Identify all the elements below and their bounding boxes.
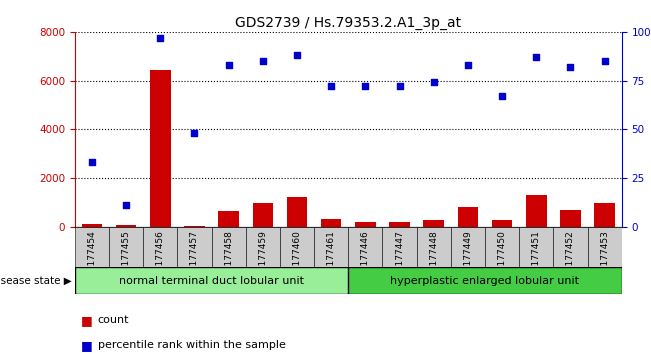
Point	[87, 160, 97, 165]
Text: GSM177461: GSM177461	[327, 230, 336, 285]
Text: hyperplastic enlarged lobular unit: hyperplastic enlarged lobular unit	[391, 275, 579, 286]
Text: GSM177450: GSM177450	[497, 230, 506, 285]
Text: GSM177446: GSM177446	[361, 230, 370, 285]
Point	[360, 84, 370, 89]
Text: ■: ■	[81, 339, 97, 352]
Point	[395, 84, 405, 89]
Point	[531, 55, 542, 60]
Text: GSM177460: GSM177460	[292, 230, 301, 285]
Bar	[485, 227, 519, 267]
Text: percentile rank within the sample: percentile rank within the sample	[98, 340, 286, 350]
Bar	[526, 195, 546, 227]
Text: GSM177455: GSM177455	[122, 230, 131, 285]
Text: GSM177457: GSM177457	[190, 230, 199, 285]
Text: GSM177448: GSM177448	[429, 230, 438, 285]
Bar	[458, 207, 478, 227]
Bar	[246, 227, 280, 267]
Bar	[423, 221, 444, 227]
Text: GSM177456: GSM177456	[156, 230, 165, 285]
Point	[428, 80, 439, 85]
Point	[121, 202, 132, 208]
Text: GSM177454: GSM177454	[87, 230, 96, 285]
Bar	[348, 227, 382, 267]
Bar	[75, 267, 348, 294]
Point	[497, 93, 507, 99]
Text: GSM177458: GSM177458	[224, 230, 233, 285]
Point	[155, 35, 165, 41]
Text: GSM177453: GSM177453	[600, 230, 609, 285]
Text: GSM177459: GSM177459	[258, 230, 268, 285]
Bar	[314, 227, 348, 267]
Text: ■: ■	[81, 314, 97, 327]
Bar	[143, 227, 177, 267]
Text: GSM177449: GSM177449	[464, 230, 473, 285]
Bar	[184, 226, 204, 227]
Text: count: count	[98, 315, 129, 325]
Point	[223, 62, 234, 68]
Point	[292, 52, 302, 58]
Bar	[286, 198, 307, 227]
Bar	[389, 222, 409, 227]
Point	[600, 58, 610, 64]
Bar	[553, 227, 587, 267]
Point	[463, 62, 473, 68]
Text: GSM177452: GSM177452	[566, 230, 575, 285]
Text: GDS2739 / Hs.79353.2.A1_3p_at: GDS2739 / Hs.79353.2.A1_3p_at	[235, 16, 462, 30]
Bar	[594, 204, 615, 227]
Point	[326, 84, 337, 89]
Bar	[177, 227, 212, 267]
Bar	[75, 227, 109, 267]
Text: GSM177451: GSM177451	[532, 230, 541, 285]
Text: normal terminal duct lobular unit: normal terminal duct lobular unit	[119, 275, 304, 286]
Bar	[450, 227, 485, 267]
Bar	[355, 222, 376, 227]
Bar	[519, 227, 553, 267]
Bar	[219, 211, 239, 227]
Text: disease state ▶: disease state ▶	[0, 275, 72, 286]
Bar	[321, 219, 341, 227]
Point	[189, 130, 200, 136]
Bar	[253, 204, 273, 227]
Point	[565, 64, 575, 70]
Bar	[492, 220, 512, 227]
Bar	[212, 227, 246, 267]
Text: GSM177447: GSM177447	[395, 230, 404, 285]
Bar	[382, 227, 417, 267]
Bar	[587, 227, 622, 267]
Bar	[417, 227, 450, 267]
Bar	[116, 225, 137, 227]
Bar	[82, 224, 102, 227]
Bar	[560, 210, 581, 227]
Bar	[280, 227, 314, 267]
Bar	[109, 227, 143, 267]
Point	[258, 58, 268, 64]
Bar	[348, 267, 622, 294]
Bar	[150, 70, 171, 227]
